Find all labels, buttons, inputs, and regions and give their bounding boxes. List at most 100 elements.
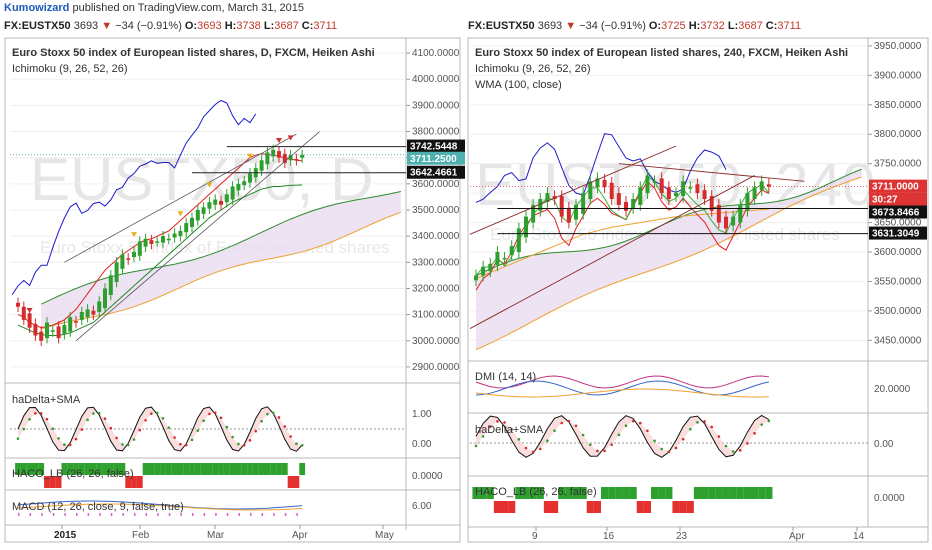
left-hadelta-sma-dot — [68, 443, 72, 447]
left-macd-hist — [87, 513, 90, 516]
left-candle-body — [294, 159, 299, 161]
left-candle-body — [74, 321, 78, 323]
left-haco-bar — [32, 463, 39, 475]
right-candle-body — [488, 263, 493, 272]
left-haco-bar — [212, 463, 219, 475]
left-hadelta-sma-dot — [289, 435, 292, 438]
left-candle-body — [184, 223, 189, 233]
left-hadelta-sma-dot — [138, 428, 142, 432]
left-candle-body — [224, 194, 229, 203]
left-haco-bar — [252, 463, 259, 475]
left-chart[interactable]: EUSTX50, D Euro Stoxx 50 index of Europe… — [4, 37, 465, 543]
left-haco-bar — [67, 463, 74, 475]
right-haco-bar — [515, 487, 523, 499]
left-candle-body — [236, 183, 241, 191]
right-candle-body — [588, 181, 593, 199]
left-candle-body — [79, 312, 84, 320]
left-price-tick: 3900.0000 — [412, 100, 460, 111]
right-chart-title: Euro Stoxx 50 index of European listed s… — [475, 47, 848, 59]
author-link[interactable]: Kumowizard — [4, 2, 70, 14]
left-candle-body — [265, 152, 270, 165]
left-candle-body — [91, 310, 96, 315]
left-haco-bar — [154, 463, 161, 475]
right-low-label: L: — [727, 20, 739, 32]
right-hadelta-sma-dot — [603, 449, 606, 453]
right-pane-haco-label: HACO_LB (26, 26, false) — [475, 486, 597, 498]
left-haco-bar — [235, 463, 242, 475]
right-haco-bar — [658, 487, 666, 499]
left-price-axis: 4100.00004000.00003900.00003800.00003700… — [406, 48, 465, 512]
left-macd-hist — [64, 513, 66, 516]
publish-header: Kumowizard published on TradingView.com,… — [0, 0, 932, 16]
left-candle-body — [56, 326, 61, 339]
right-hadelta-sma-dot — [767, 419, 771, 423]
right-hadelta-sma-dot — [474, 444, 478, 448]
right-haco-bar — [686, 501, 694, 513]
right-candle-body — [595, 178, 600, 188]
left-candle-body — [97, 301, 102, 312]
left-hadelta-sma-dot — [28, 418, 31, 421]
right-countdown-label-bg — [869, 192, 927, 206]
left-macd-hist — [18, 513, 20, 516]
right-hadelta-sma-dot — [531, 450, 535, 454]
right-candle-body — [695, 184, 700, 194]
right-candle-body — [716, 204, 721, 223]
left-candle-body — [114, 262, 119, 282]
right-haco-bar — [551, 501, 559, 513]
right-candle-body — [552, 196, 557, 199]
right-pane-dmi-label: DMI (14, 14) — [475, 371, 536, 383]
right-haco-bar — [565, 487, 573, 499]
right-price-axis: 3950.0000 3900.0000 3850.0000 3800.0000 3750… — [868, 41, 927, 504]
left-haco-bar — [26, 463, 33, 475]
left-hadelta-sma-dot — [167, 426, 171, 429]
left-kumo-area — [41, 191, 401, 329]
left-hadelta-sma-dot — [219, 416, 223, 420]
right-price-tick: 3550.0000 — [874, 276, 922, 287]
left-haco-bar — [38, 463, 45, 475]
left-hadelta-sma-dot — [161, 416, 165, 420]
right-haco-bar — [651, 487, 659, 499]
left-candle-body — [219, 200, 223, 205]
left-macd-hist — [273, 513, 275, 516]
left-haco-bar — [160, 463, 166, 475]
left-macd-hist — [238, 513, 240, 516]
right-price-tick: 3750.0000 — [874, 159, 922, 170]
right-haco-bar — [701, 487, 709, 499]
left-candle-body — [155, 241, 160, 243]
right-hadelta-sma-dot — [481, 435, 485, 438]
right-haco-bar — [579, 487, 587, 499]
right-chart[interactable]: EUSTX50, 240 Euro Stoxx 50 index of Euro… — [467, 37, 929, 543]
left-open: 3693 — [197, 20, 222, 32]
left-price-tick: 3100.0000 — [412, 310, 460, 321]
right-hadelta-sma-dot — [681, 437, 685, 441]
right-haco-bar — [679, 501, 687, 513]
right-haco-bar — [672, 501, 680, 513]
left-pane-haco-label: HACO_LB (26, 26, false) — [12, 468, 134, 480]
right-price-label-bg — [869, 226, 927, 240]
left-haco-bar — [113, 463, 120, 475]
right-haco-bar — [543, 501, 551, 513]
left-price-tick: 2900.0000 — [412, 362, 460, 373]
right-haco-tick: 0.0000 — [874, 493, 905, 504]
left-haco-bar — [229, 463, 236, 475]
left-hadelta-sma-dot — [45, 417, 49, 421]
right-haco-bar — [722, 487, 730, 499]
left-tenkan-line — [17, 153, 303, 329]
left-pane-hadelta-label: haDelta+SMA — [12, 394, 81, 406]
left-haco-bar — [299, 463, 306, 475]
right-candle-body — [645, 175, 650, 194]
right-hadelta-sma-dot — [688, 427, 692, 431]
left-macd-hist — [226, 513, 229, 516]
right-candle-body — [674, 193, 678, 197]
right-haco-bar — [729, 487, 737, 499]
left-time-tick: Apr — [292, 530, 308, 541]
left-price-label: 3642.4661 — [410, 168, 458, 179]
left-candle-body — [242, 181, 247, 186]
right-hadelta-sma-dot — [646, 429, 649, 433]
right-candle-body — [752, 187, 757, 199]
left-price-tick: 4000.0000 — [412, 74, 460, 85]
right-candle-body — [666, 187, 671, 199]
right-kumo-area — [476, 169, 862, 350]
left-quote-line: FX:EUSTX50 3693 ▼ −34 (−0.91%) O:3693 H:… — [4, 18, 337, 34]
